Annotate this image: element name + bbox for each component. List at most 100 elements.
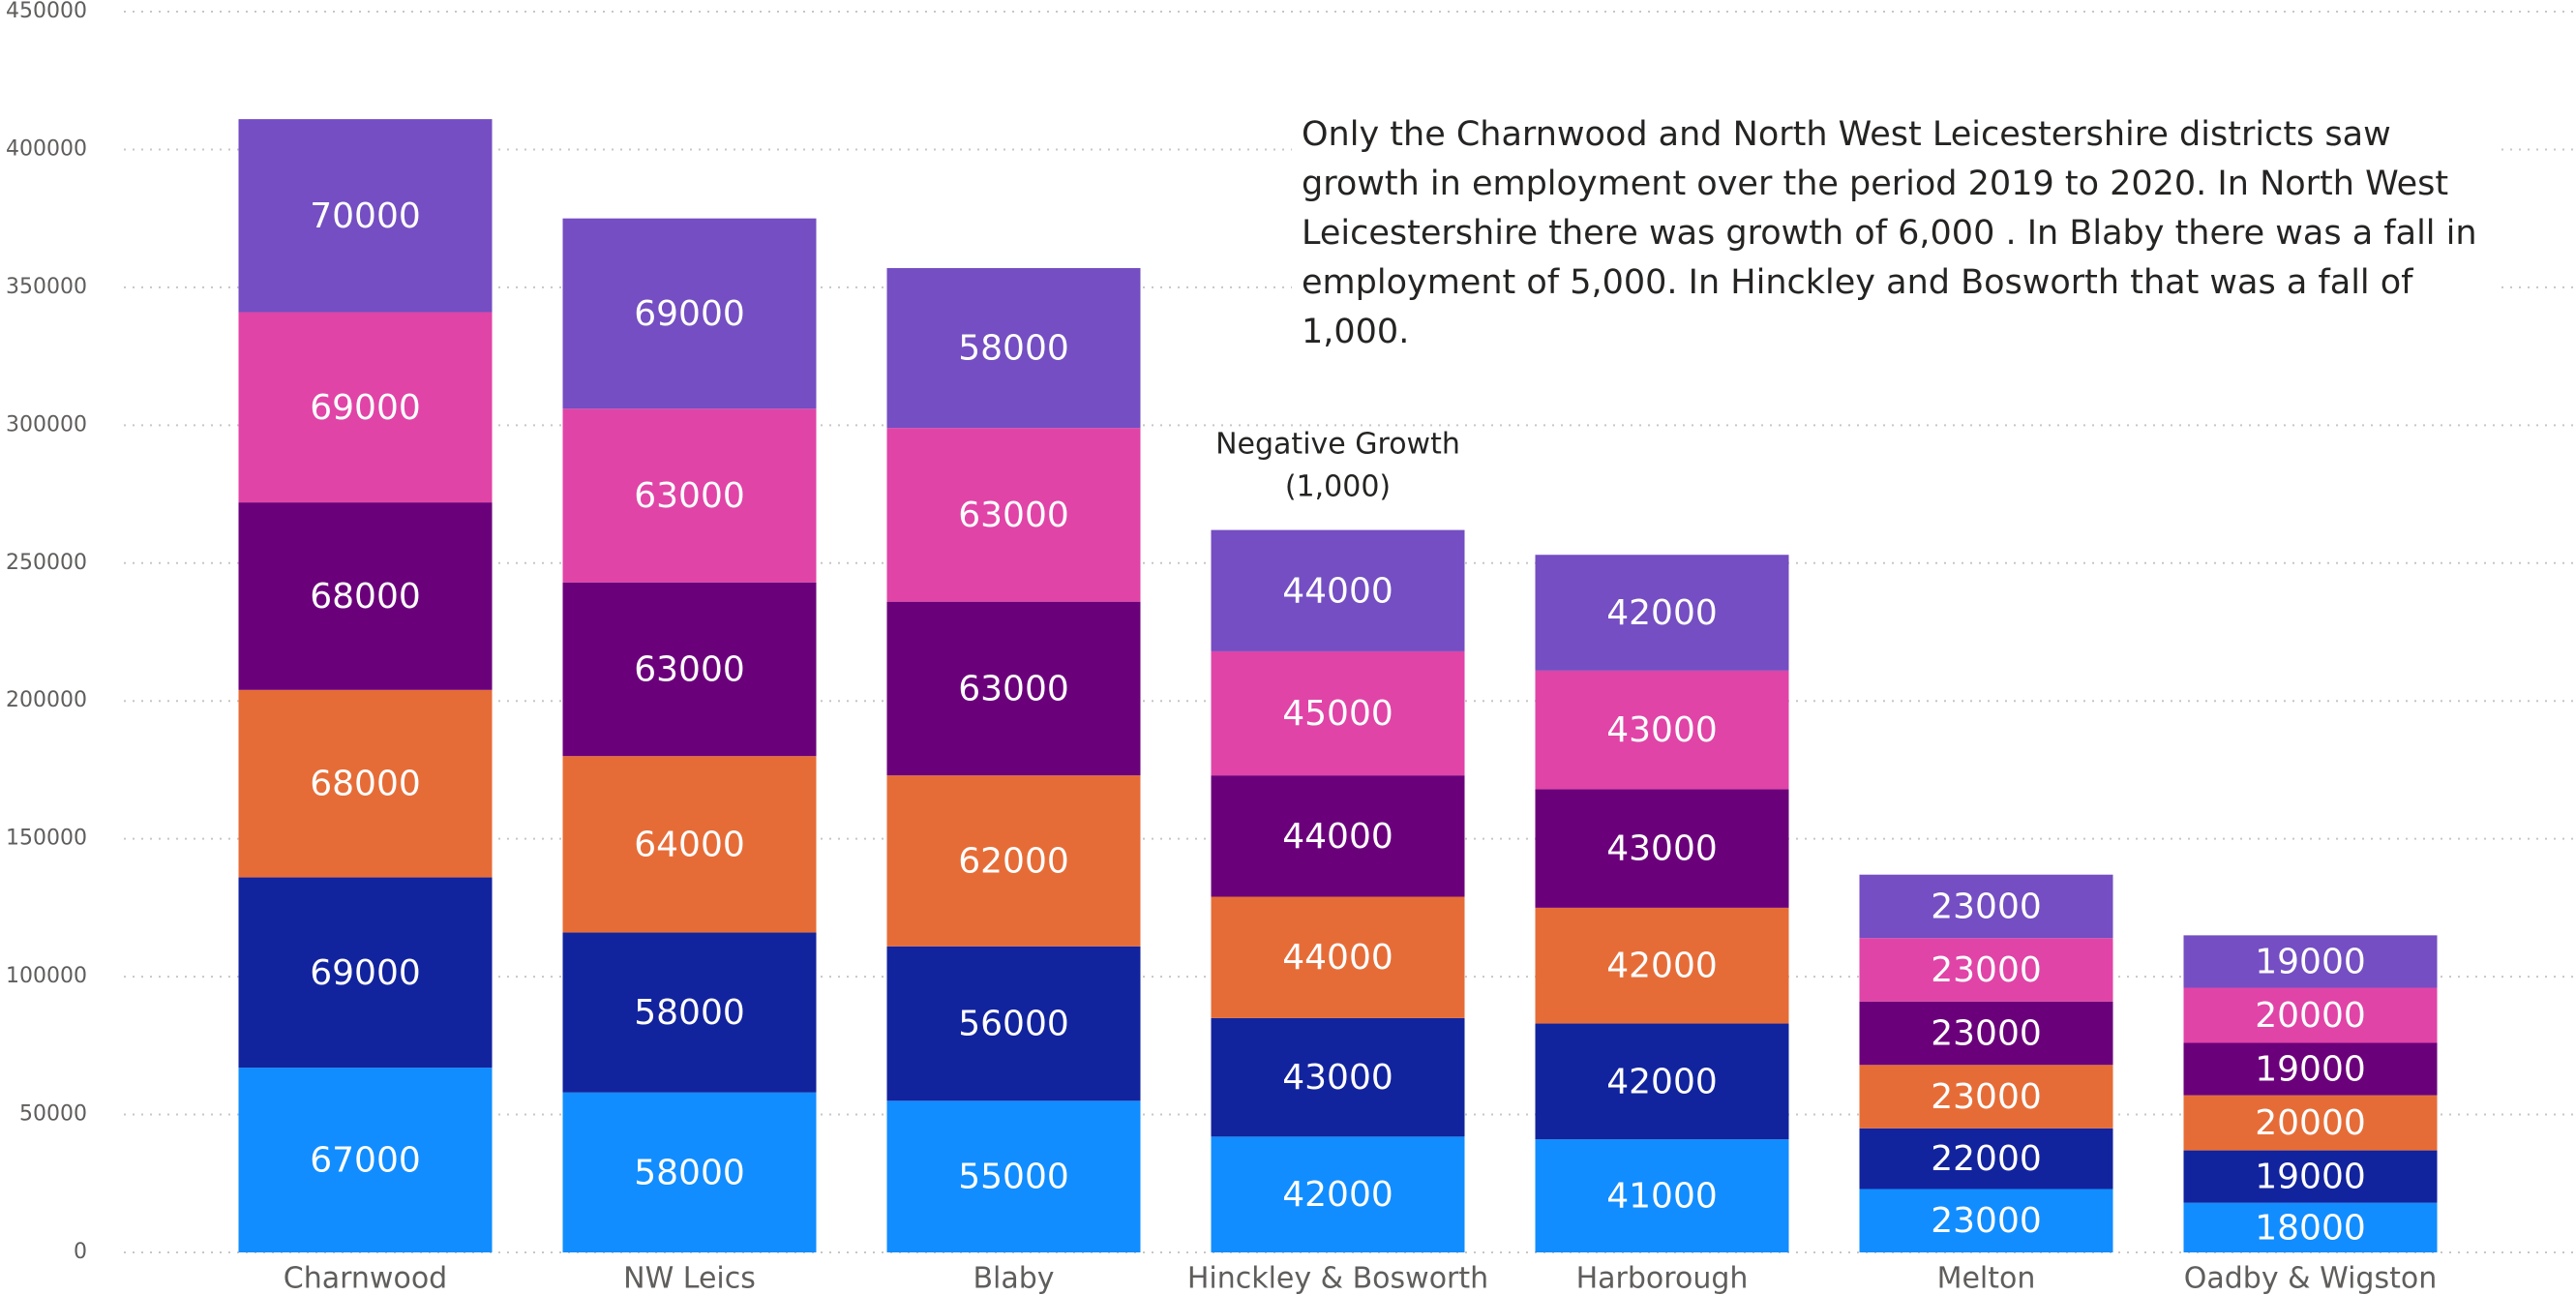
y-tick-label: 250000 <box>6 551 87 575</box>
x-tick-label: Oadby & Wigston <box>2184 1262 2437 1295</box>
data-label: 69000 <box>634 294 745 334</box>
data-label: 58000 <box>634 993 745 1033</box>
bar-segment <box>238 119 493 313</box>
bar-segment <box>1535 1023 1789 1140</box>
data-label: 58000 <box>634 1153 745 1192</box>
data-label: 22000 <box>1931 1139 2042 1179</box>
bar-segment <box>886 775 1141 947</box>
data-label: 19000 <box>2255 1050 2366 1090</box>
data-label: 19000 <box>2255 942 2366 981</box>
bar-segment <box>1211 650 1465 776</box>
data-label: 18000 <box>2255 1208 2366 1248</box>
data-label: 20000 <box>2255 1103 2366 1143</box>
x-tick-label: Harborough <box>1576 1262 1749 1295</box>
bar-segment <box>562 1092 817 1252</box>
y-tick-label: 400000 <box>6 136 87 161</box>
bar-segment <box>886 267 1141 429</box>
data-label: 23000 <box>1931 1201 2042 1241</box>
bar-segment <box>1535 907 1789 1024</box>
bar-segment <box>1535 1139 1789 1252</box>
bar-segment <box>1211 896 1465 1018</box>
data-label: 20000 <box>2255 996 2366 1036</box>
bar-segment <box>886 1100 1141 1252</box>
y-tick-label: 150000 <box>6 827 87 851</box>
data-label: 42000 <box>1282 1175 1393 1215</box>
y-tick-label: 450000 <box>6 0 87 23</box>
data-label: 44000 <box>1282 817 1393 857</box>
data-label: 41000 <box>1606 1177 1718 1217</box>
data-label: 62000 <box>958 841 1069 881</box>
y-tick-label: 350000 <box>6 275 87 299</box>
data-label: 42000 <box>1606 593 1718 633</box>
bar-segment <box>886 428 1141 602</box>
y-tick-label: 200000 <box>6 688 87 712</box>
data-label: 23000 <box>1931 887 2042 926</box>
bar-segment <box>1859 874 2113 939</box>
x-tick-label: Charnwood <box>284 1262 447 1295</box>
bar-segment <box>1211 1017 1465 1137</box>
bar-segment <box>2183 1150 2438 1203</box>
bar-segment <box>1211 529 1465 651</box>
data-label: 64000 <box>634 825 745 864</box>
data-label: 44000 <box>1282 938 1393 978</box>
data-label: 43000 <box>1282 1058 1393 1098</box>
bar-segment <box>2183 1042 2438 1096</box>
bar-segment <box>238 877 493 1069</box>
bar-segment <box>1535 670 1789 790</box>
x-tick-label: Melton <box>1937 1262 2036 1295</box>
data-label: 63000 <box>958 669 1069 708</box>
bar-segment <box>2183 935 2438 988</box>
data-label: 63000 <box>958 496 1069 535</box>
bar-segment <box>1859 1065 2113 1129</box>
bar-segment <box>238 502 493 690</box>
annotation: (1,000) <box>1285 470 1391 504</box>
annotation: Only the Charnwood and North West Leices… <box>1292 106 2501 361</box>
data-label: 63000 <box>634 649 745 689</box>
data-label: 42000 <box>1606 947 1718 986</box>
data-label: 23000 <box>1931 1014 2042 1054</box>
data-label: 45000 <box>1282 694 1393 734</box>
x-tick-label: NW Leics <box>623 1262 756 1295</box>
data-label: 69000 <box>310 953 421 993</box>
bar-segment <box>2183 987 2438 1043</box>
bar-segment <box>1859 1189 2113 1252</box>
bar-segment <box>1535 555 1789 671</box>
bar-segment <box>562 582 817 757</box>
y-tick-label: 100000 <box>6 964 87 988</box>
annotation: Negative Growth <box>1215 428 1460 462</box>
bar-segment <box>1211 775 1465 897</box>
bar-segment <box>2183 1202 2438 1252</box>
x-tick-label: Hinckley & Bosworth <box>1187 1262 1488 1295</box>
bar-segment <box>238 312 493 503</box>
data-label: 68000 <box>310 577 421 617</box>
bar-segment <box>238 689 493 878</box>
data-label: 42000 <box>1606 1062 1718 1101</box>
data-label: 43000 <box>1606 710 1718 750</box>
y-tick-label: 0 <box>74 1240 87 1264</box>
data-label: 56000 <box>958 1005 1069 1044</box>
bar-segment <box>886 946 1141 1101</box>
bar-segment <box>1535 789 1789 908</box>
bar-segment <box>2183 1095 2438 1151</box>
data-label: 63000 <box>634 476 745 516</box>
data-label: 23000 <box>1931 1077 2042 1117</box>
data-label: 69000 <box>310 388 421 428</box>
bar-segment <box>238 1068 493 1252</box>
y-tick-label: 50000 <box>19 1102 87 1127</box>
data-label: 19000 <box>2255 1158 2366 1197</box>
data-label: 58000 <box>958 329 1069 369</box>
bar-segment <box>1859 1128 2113 1190</box>
bar-segment <box>562 408 817 583</box>
bar-segment <box>1859 938 2113 1002</box>
data-label: 55000 <box>958 1158 1069 1197</box>
bar-segment <box>1859 1001 2113 1066</box>
y-tick-label: 300000 <box>6 412 87 437</box>
x-tick-label: Blaby <box>973 1262 1054 1295</box>
data-label: 23000 <box>1931 950 2042 990</box>
data-label: 44000 <box>1282 571 1393 611</box>
bar-segment <box>1211 1136 1465 1252</box>
data-label: 67000 <box>310 1141 421 1181</box>
bar-segment <box>562 756 817 933</box>
